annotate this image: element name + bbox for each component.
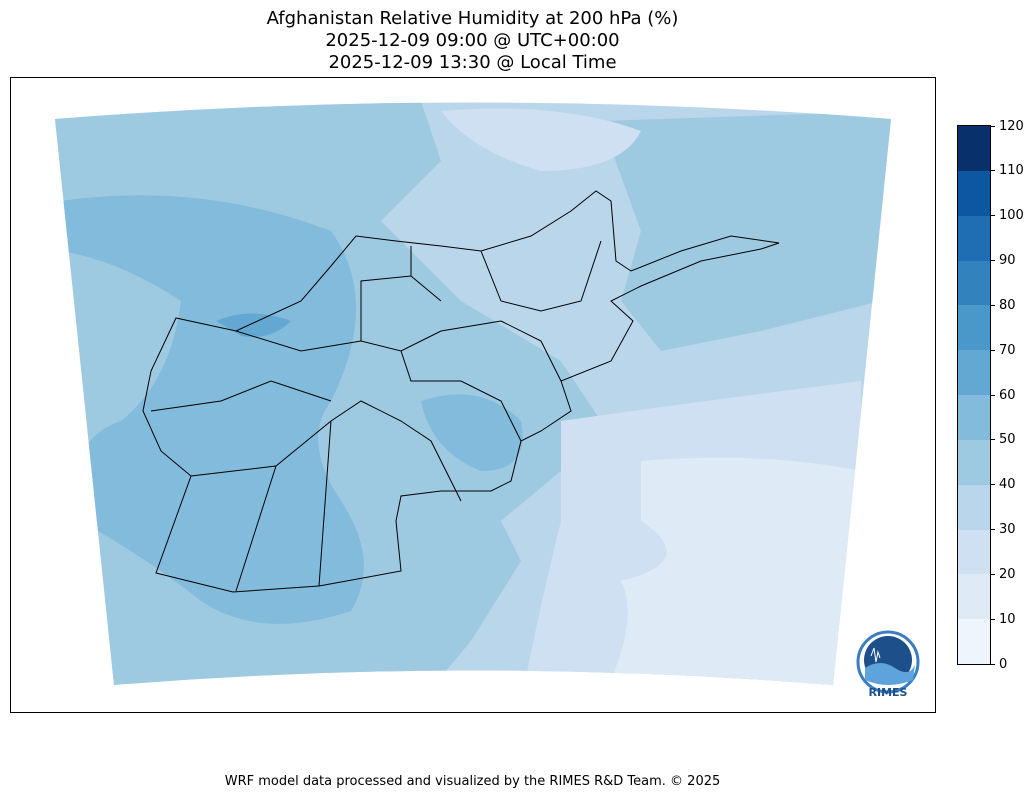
colorbar-tick-label: 90	[990, 253, 1016, 268]
rimes-logo: RIMES	[855, 630, 921, 700]
colorbar-tick-label: 110	[990, 163, 1024, 178]
svg-text:RIMES: RIMES	[869, 686, 908, 699]
colorbar-segment	[958, 484, 990, 530]
colorbar	[957, 125, 991, 665]
colorbar-tick-label: 100	[990, 208, 1024, 223]
colorbar-segment	[958, 126, 990, 171]
colorbar-tick-label: 80	[990, 298, 1016, 313]
colorbar-segment	[958, 619, 990, 664]
map-frame	[10, 77, 936, 713]
title-line-3: 2025-12-09 13:30 @ Local Time	[328, 52, 617, 73]
field-50-60-west	[61, 195, 364, 624]
colorbar-tick-label: 50	[990, 432, 1016, 447]
field-40-50-east	[601, 111, 891, 351]
colorbar-tick-label: 120	[990, 119, 1024, 134]
field-10-20-east	[601, 457, 861, 685]
colorbar-segment	[958, 260, 990, 306]
title-line-1: Afghanistan Relative Humidity at 200 hPa…	[266, 8, 679, 29]
colorbar-segment	[958, 574, 990, 620]
colorbar-tick-label: 30	[990, 522, 1016, 537]
humidity-map	[55, 102, 891, 685]
colorbar-tick-label: 0	[990, 657, 1007, 672]
colorbar-segment	[958, 170, 990, 216]
colorbar-tick-label: 60	[990, 388, 1016, 403]
colorbar-segment	[958, 350, 990, 396]
colorbar-segment	[958, 395, 990, 440]
field-20-30-north	[441, 108, 641, 171]
title-line-2: 2025-12-09 09:00 @ UTC+00:00	[325, 30, 620, 51]
footer-credit: WRF model data processed and visualized …	[224, 774, 721, 789]
field-50-60-central	[421, 394, 523, 471]
colorbar-tick-label: 10	[990, 612, 1016, 627]
colorbar-segment	[958, 305, 990, 351]
afghanistan-border	[142, 190, 780, 593]
colorbar-segment	[958, 529, 990, 575]
province-boundaries	[150, 240, 602, 592]
colorbar-tick-label: 20	[990, 567, 1016, 582]
colorbar-segment	[958, 215, 990, 261]
colorbar-tick-label: 70	[990, 343, 1016, 358]
colorbar-tick-label: 40	[990, 477, 1016, 492]
colorbar-segment	[958, 439, 990, 485]
